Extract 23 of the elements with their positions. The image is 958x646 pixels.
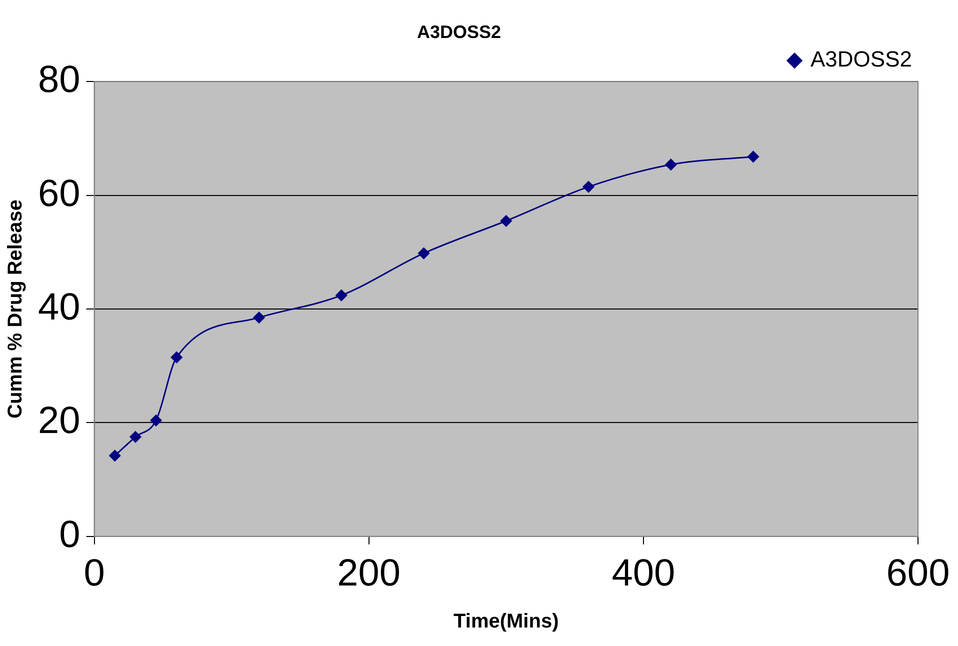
point	[253, 312, 265, 324]
point	[748, 150, 760, 162]
legend-label: A3DOSS2	[810, 46, 912, 72]
point	[665, 158, 677, 170]
point	[500, 215, 512, 227]
chart-title: A3DOSS2	[416, 22, 502, 42]
point	[582, 181, 594, 193]
y-tick-label: 80	[38, 59, 80, 102]
y-tick-label: 60	[38, 172, 80, 215]
x-tick-label: 600	[886, 552, 950, 595]
point	[336, 290, 348, 302]
point	[150, 414, 162, 426]
y-axis-title: Cumm % Drug Release	[4, 200, 27, 418]
point	[130, 431, 142, 443]
point	[109, 450, 121, 462]
y-tick-label: 40	[38, 286, 80, 328]
x-axis-title: Time(Mins)	[454, 610, 559, 633]
point	[418, 248, 430, 260]
y-tick-label: 0	[59, 514, 80, 556]
point	[170, 352, 182, 364]
x-tick-label: 400	[612, 552, 676, 595]
y-tick-label: 20	[38, 400, 80, 442]
x-tick-label: 200	[337, 552, 401, 595]
